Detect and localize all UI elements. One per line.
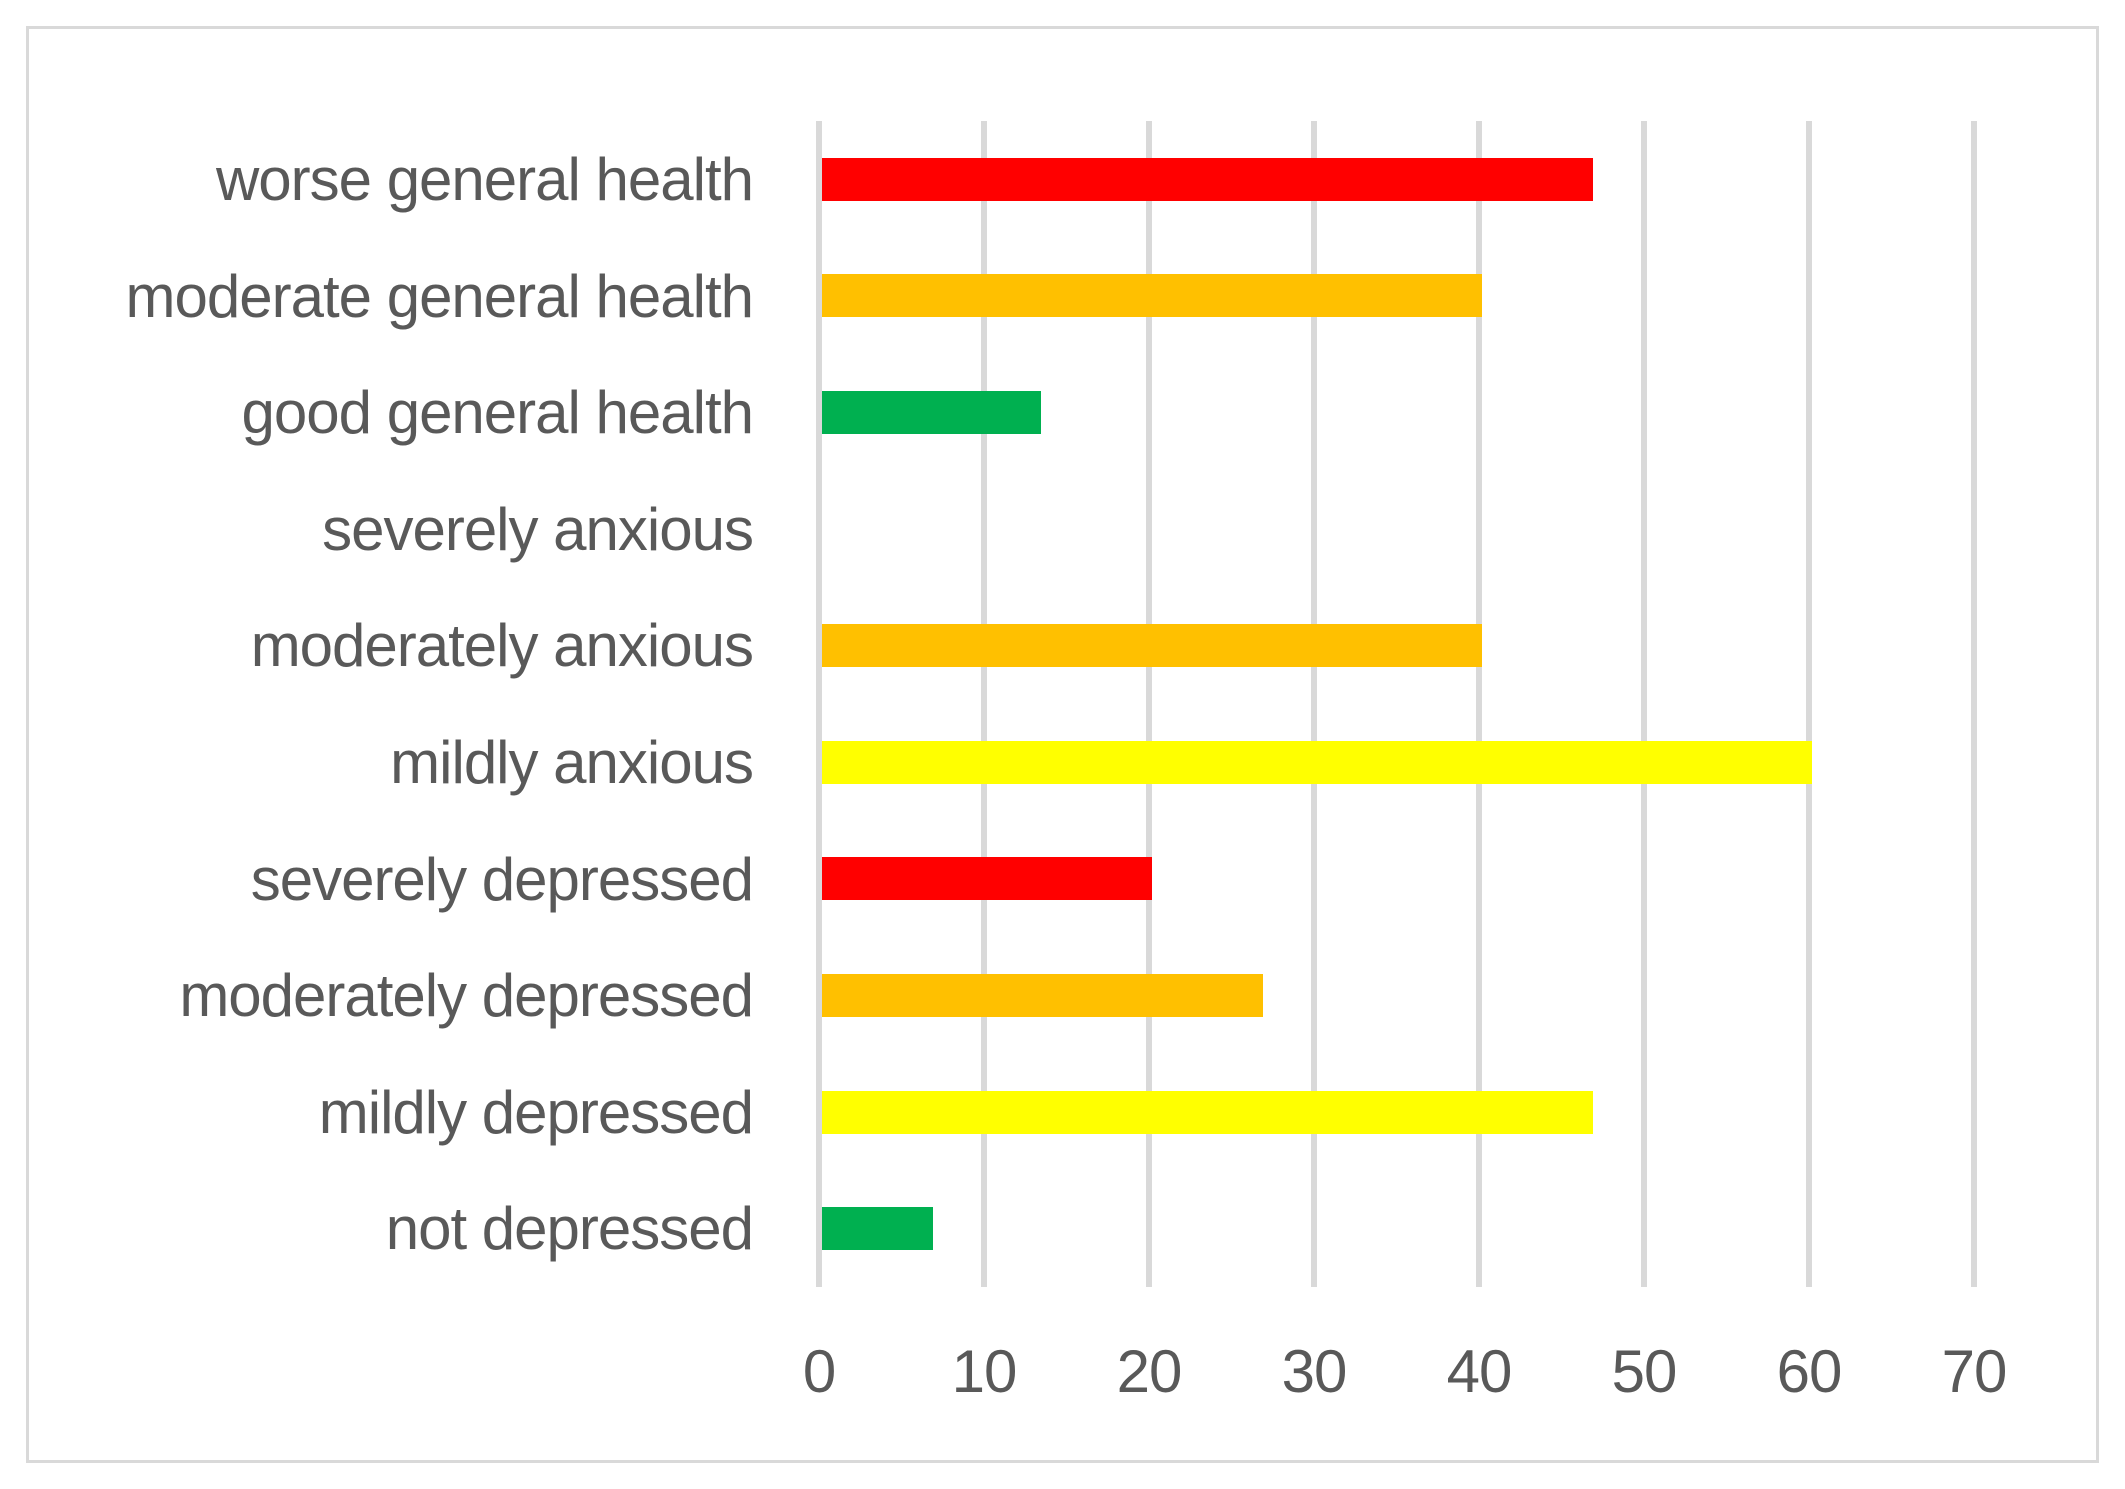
category-label: moderately depressed <box>179 962 754 1030</box>
category-label: good general health <box>241 379 754 447</box>
bar-not-depressed <box>822 1207 933 1251</box>
category-label: worse general health <box>215 146 754 213</box>
gridline <box>1641 121 1647 1287</box>
category-label: severely anxious <box>322 495 754 563</box>
plot-area <box>816 121 1977 1287</box>
bar-mildly-depressed <box>822 1090 1593 1134</box>
bar-moderately-depressed <box>822 974 1263 1017</box>
x-tick-label: 20 <box>1116 1338 1183 1405</box>
category-label: moderately anxious <box>250 612 754 680</box>
category-label: mildly anxious <box>390 729 754 796</box>
category-label: severely depressed <box>250 845 754 913</box>
x-tick-label: 10 <box>951 1338 1018 1405</box>
gridline <box>816 121 822 1287</box>
x-tick-label: 40 <box>1446 1338 1513 1405</box>
gridline <box>1311 121 1317 1287</box>
bar-moderate-general-health <box>822 274 1482 318</box>
x-axis-tick-labels: 0 10 20 30 40 50 60 70 <box>0 1336 2125 1408</box>
category-label: mildly depressed <box>318 1078 754 1146</box>
gridline <box>1476 121 1482 1287</box>
x-tick-label: 70 <box>1941 1338 2008 1405</box>
gridline <box>1146 121 1152 1287</box>
x-tick-label: 30 <box>1281 1338 1348 1405</box>
gridline <box>1806 121 1812 1287</box>
bar-good-general-health <box>822 391 1042 434</box>
x-tick-label: 60 <box>1776 1338 1843 1405</box>
bar-severely-depressed <box>822 857 1152 901</box>
category-label: moderate general health <box>125 262 754 330</box>
gridline <box>981 121 987 1287</box>
category-label: not depressed <box>385 1195 754 1263</box>
x-tick-label: 50 <box>1611 1338 1678 1405</box>
category-axis-labels: worse general health moderate general hea… <box>0 121 754 1287</box>
gridline <box>1971 121 1977 1287</box>
bar-worse-general-health <box>822 157 1593 201</box>
bar-moderately-anxious <box>822 624 1482 668</box>
bar-mildly-anxious <box>822 740 1812 784</box>
x-tick-label: 0 <box>802 1338 836 1405</box>
